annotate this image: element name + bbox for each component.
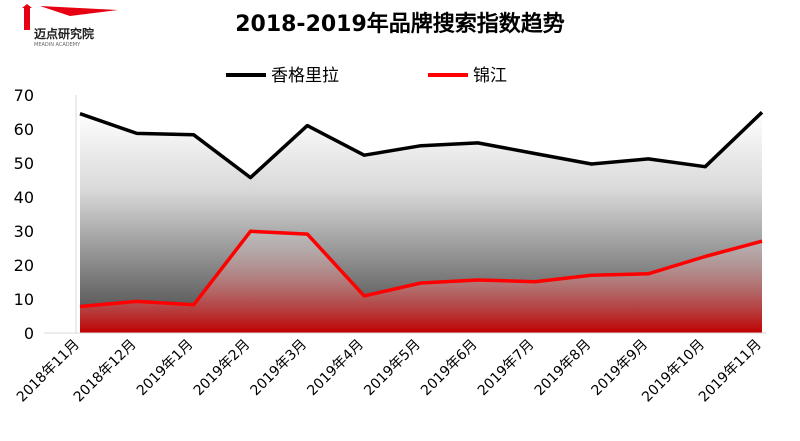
line-layer bbox=[79, 111, 764, 309]
y-tick-label: 20 bbox=[14, 256, 34, 275]
logo-tower-icon bbox=[24, 8, 30, 30]
x-tick-label: 2019年2月 bbox=[191, 337, 254, 400]
x-tick-label: 2019年4月 bbox=[304, 337, 367, 400]
y-tick-label: 50 bbox=[14, 154, 34, 173]
area-fill-series-1 bbox=[80, 231, 762, 333]
x-tick-label: 2019年6月 bbox=[418, 337, 481, 400]
x-tick-label: 2019年1月 bbox=[134, 337, 197, 400]
x-tick-label: 2019年8月 bbox=[532, 337, 595, 400]
legend: 香格里拉 锦江 bbox=[226, 66, 507, 86]
meadin-logo: 迈点研究院 MEADIN ACADEMY bbox=[22, 4, 118, 48]
y-tick-label: 40 bbox=[14, 188, 34, 207]
y-tick-label: 10 bbox=[14, 290, 34, 309]
logo-red-flag bbox=[40, 6, 118, 16]
legend-label-0: 香格里拉 bbox=[271, 66, 339, 86]
chart-title: 2018-2019年品牌搜索指数趋势 bbox=[235, 12, 565, 37]
y-tick-label: 70 bbox=[14, 86, 34, 105]
x-tick-label: 2019年9月 bbox=[589, 337, 652, 400]
x-tick-label: 2019年7月 bbox=[475, 337, 538, 400]
legend-label-1: 锦江 bbox=[473, 66, 507, 86]
logo-text: 迈点研究院 bbox=[34, 26, 94, 41]
y-tick-label: 60 bbox=[14, 120, 34, 139]
x-tick-label: 2019年3月 bbox=[248, 337, 311, 400]
area-layer bbox=[80, 112, 762, 333]
y-tick-label: 0 bbox=[24, 324, 34, 343]
y-tick-label: 30 bbox=[14, 222, 34, 241]
x-tick-label: 2019年5月 bbox=[361, 337, 424, 400]
logo-subtext: MEADIN ACADEMY bbox=[34, 42, 81, 48]
